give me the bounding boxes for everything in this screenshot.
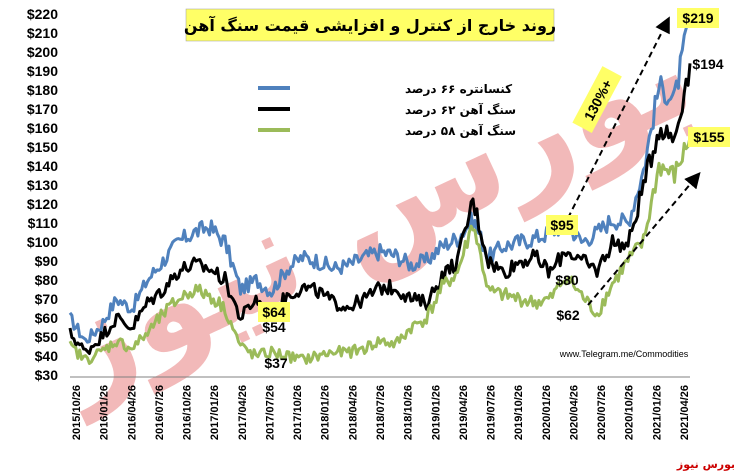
label-62-bg (552, 305, 584, 325)
source-label: بورس نیوز (676, 458, 734, 471)
x-tick-label: 2018/04/26 (347, 385, 359, 440)
label-54: $54 (262, 319, 286, 335)
x-tick-label: 2020/10/26 (624, 385, 636, 440)
y-tick-label: $110 (28, 215, 59, 231)
growth-arrow-upper (567, 16, 670, 219)
label-80: $80 (555, 272, 579, 288)
x-tick-label: 2019/04/26 (458, 385, 470, 440)
x-tick-label: 2019/07/26 (486, 385, 498, 440)
y-tick-label: $150 (27, 139, 58, 155)
x-tick-label: 2016/07/26 (154, 385, 166, 440)
y-tick-label: $220 (27, 6, 58, 22)
label-37: $37 (264, 355, 288, 371)
x-tick-label: 2021/04/26 (679, 385, 691, 440)
label-194: $194 (692, 56, 723, 72)
y-tick-label: $200 (27, 44, 58, 60)
x-tick-label: 2018/10/26 (403, 385, 415, 440)
legend-label-58: سنگ آهن ۵۸ درصد (405, 123, 516, 138)
y-tick-label: $70 (35, 291, 59, 307)
x-tick-label: 2018/07/26 (375, 385, 387, 440)
y-tick-label: $130 (27, 177, 58, 193)
y-tick-label: $160 (27, 120, 58, 136)
y-tick-label: $190 (27, 63, 58, 79)
x-tick-label: 2016/01/26 (99, 385, 111, 440)
series-lines (68, 15, 692, 365)
x-tick-label: 2017/07/26 (264, 385, 276, 440)
chart-title: روند خارج از کنترل و افزایشی قیمت سنگ آه… (184, 15, 556, 35)
watermark-text: بورس نیوز (22, 0, 716, 427)
y-tick-label: $90 (35, 253, 59, 269)
label-155: $155 (693, 129, 724, 145)
x-tick-label: 2020/07/26 (596, 385, 608, 440)
x-tick-label: 2020/04/26 (568, 385, 580, 440)
x-tick-label: 2015/10/26 (71, 385, 83, 440)
y-axis-ticks: $30 $40 $50 $60 $70 $80 $90 $100 $110 $120 $130 $14… (27, 6, 58, 383)
x-tick-label: 2019/01/26 (430, 385, 442, 440)
label-64-bg (258, 302, 290, 322)
series-line-0 (68, 15, 692, 344)
y-tick-label: $60 (35, 310, 59, 326)
series-line-2 (68, 137, 692, 365)
x-tick-label: 2021/01/26 (651, 385, 663, 440)
y-tick-label: $80 (35, 272, 59, 288)
title-background (185, 8, 555, 42)
label-155-bg (688, 127, 730, 147)
x-tick-label: 2016/04/26 (126, 385, 138, 440)
y-tick-label: $40 (35, 348, 59, 364)
y-tick-label: $210 (27, 25, 58, 41)
y-tick-label: $120 (27, 196, 58, 212)
x-tick-label: 2019/10/26 (513, 385, 525, 440)
x-axis-ticks: 2015/10/26 2016/01/26 2016/04/26 2016/07/26… (71, 385, 691, 440)
title-box: روند خارج از کنترل و افزایشی قیمت سنگ آه… (184, 8, 556, 42)
growth-arrow-lower (587, 171, 701, 306)
watermark: بورس نیوز (22, 0, 716, 427)
label-62: $62 (556, 307, 580, 323)
x-tick-label: 2017/10/26 (292, 385, 304, 440)
y-tick-label: $180 (27, 82, 58, 98)
legend-label-66: کنسانتره ۶۶ درصد (405, 82, 512, 96)
label-64: $64 (262, 304, 286, 320)
series-line-1 (68, 63, 692, 355)
label-219: $219 (682, 10, 713, 26)
label-219-bg (677, 8, 719, 28)
legend-label-62: سنگ آهن ۶۲ درصد (405, 102, 516, 117)
y-tick-label: $30 (35, 367, 59, 383)
telegram-url: www.Telegram.me/Commodities (559, 349, 689, 359)
label-130-bg (572, 66, 622, 133)
y-tick-label: $100 (27, 234, 58, 250)
label-95-bg (546, 215, 578, 235)
label-95: $95 (550, 217, 574, 233)
y-tick-label: $50 (35, 329, 59, 345)
x-tick-label: 2017/04/26 (237, 385, 249, 440)
x-tick-label: 2020/01/26 (541, 385, 553, 440)
x-tick-label: 2016/10/26 (182, 385, 194, 440)
y-tick-label: $170 (27, 101, 58, 117)
y-tick-label: $140 (27, 158, 58, 174)
x-tick-label: 2017/01/26 (209, 385, 221, 440)
x-tick-label: 2018/01/26 (320, 385, 332, 440)
legend: کنسانتره ۶۶ درصد سنگ آهن ۶۲ درصد سنگ آهن… (258, 82, 516, 138)
